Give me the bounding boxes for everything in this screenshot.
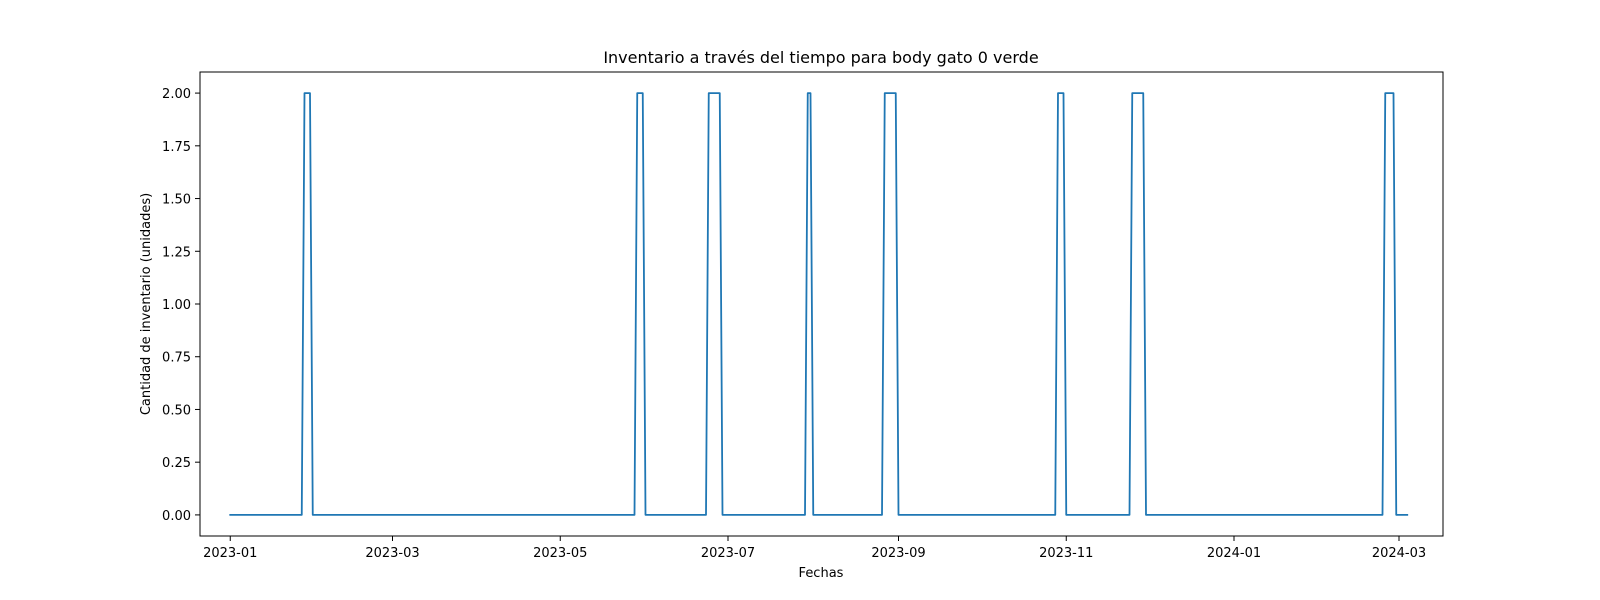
y-tick-label-8: 2.00 [162,87,191,102]
y-tick-label-4: 1.00 [162,298,191,313]
x-tick-label-5: 2023-11 [1039,546,1093,561]
y-tick-label-5: 1.25 [162,245,191,260]
chart-title: Inventario a través del tiempo para body… [603,48,1038,67]
x-tick-label-7: 2024-03 [1372,546,1426,561]
x-axis-label: Fechas [799,566,844,581]
plot-frame [199,71,1444,537]
x-tick-label-4: 2023-09 [871,546,925,561]
x-tick-label-0: 2023-01 [203,546,257,561]
y-tick-label-2: 0.50 [162,403,191,418]
x-tick-label-2: 2023-05 [533,546,587,561]
y-axis-label: Cantidad de inventario (unidades) [139,193,154,415]
y-tick-label-0: 0.00 [162,509,191,524]
x-tick-label-3: 2023-07 [701,546,755,561]
y-tick-label-3: 0.75 [162,351,191,366]
y-tick-label-1: 0.25 [162,456,191,471]
y-tick-label-7: 1.75 [162,140,191,155]
series-line-0 [229,92,1409,516]
x-tick-label-1: 2023-03 [365,546,419,561]
x-tick-label-6: 2024-01 [1207,546,1261,561]
y-tick-label-6: 1.50 [162,193,191,208]
plot-area: 2023-01 2023-03 2023-05 2023-07 2023-09 2023-… [162,71,1444,561]
